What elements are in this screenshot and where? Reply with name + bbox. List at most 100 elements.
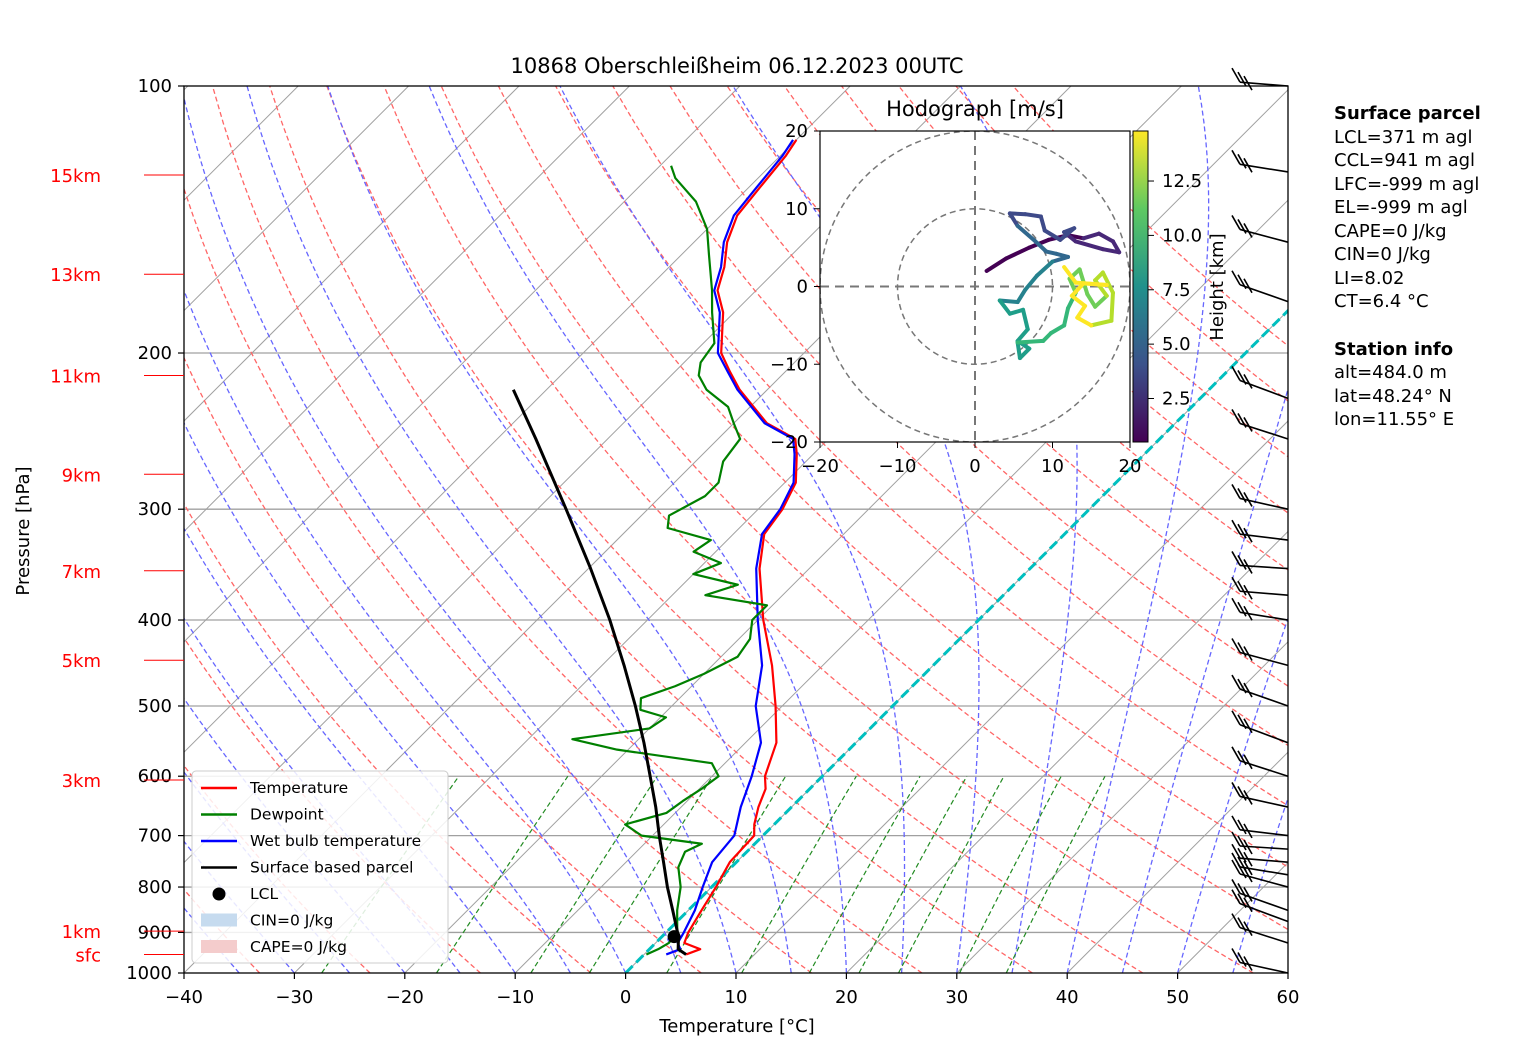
hodograph-segment	[1075, 303, 1088, 320]
barb-flag	[1231, 843, 1241, 859]
x-tick-label: −10	[496, 987, 534, 1008]
surface-line: LI=8.02	[1334, 267, 1405, 289]
hodograph-segment	[1007, 211, 1020, 228]
barb-staff	[1239, 422, 1289, 440]
barb-staff	[1239, 283, 1289, 303]
colorbar-tick-label: 5.0	[1162, 334, 1191, 355]
mixing-ratio-line	[858, 775, 968, 973]
hodograph-segment	[1073, 280, 1109, 287]
y-tick-label: 1000	[126, 963, 172, 984]
profile-lines	[511, 139, 1288, 973]
barb-flag	[1237, 580, 1247, 596]
legend-box	[191, 770, 449, 964]
barb-flag	[1237, 601, 1247, 617]
barb-flag	[1237, 786, 1247, 801]
isotherm-line	[184, 86, 741, 643]
barb-flag	[1243, 956, 1253, 971]
wind-barb	[1231, 852, 1289, 876]
mixing-ratio-line	[741, 775, 857, 973]
barb-flag	[1231, 576, 1241, 592]
barb-flag	[1237, 917, 1247, 933]
station-line: lon=11.55° E	[1334, 409, 1455, 430]
x-tick-label: −40	[165, 987, 203, 1008]
wind-barb	[1231, 948, 1289, 974]
moist-adiabat	[1176, 616, 1288, 973]
barb-flag	[1237, 153, 1247, 169]
isotherm-line	[184, 86, 851, 753]
barb-flag	[1231, 879, 1241, 894]
barb-flag	[1237, 819, 1247, 835]
chart-title: 10868 Oberschleißheim 06.12.2023 00UTC	[511, 54, 964, 78]
barb-flag	[1243, 527, 1253, 543]
barb-flag	[1243, 839, 1253, 855]
barb-flag	[1243, 790, 1253, 805]
mixing-ratio-line	[959, 775, 1062, 973]
barb-staff	[1239, 228, 1289, 243]
wind-barb	[1231, 879, 1289, 912]
barb-flag	[1243, 851, 1253, 867]
hodograph-title: Hodograph [m/s]	[886, 97, 1064, 121]
isotherm-line	[0, 86, 77, 973]
barb-flag	[1237, 71, 1247, 87]
barb-flag	[1237, 750, 1247, 766]
barb-staff	[1239, 724, 1289, 744]
moist-adiabat	[184, 907, 240, 973]
isotherm-line	[625, 309, 1288, 973]
isotherm-line	[735, 420, 1288, 973]
barb-flag	[1243, 646, 1253, 661]
barb-flag	[1231, 366, 1241, 381]
isotherm-line	[1066, 751, 1288, 973]
moist-adiabat	[246, 86, 737, 973]
wind-barb	[1231, 484, 1289, 510]
mixing-ratio-line	[530, 775, 658, 973]
barb-flag	[1243, 823, 1253, 839]
legend-patch-swatch	[201, 913, 237, 927]
surface-line: CCL=941 m agl	[1334, 150, 1476, 171]
legend: Temperature Dewpoint Wet bulb temperature S…	[191, 770, 449, 964]
wind-barb	[1231, 889, 1289, 923]
barb-flag	[1237, 678, 1247, 694]
height-label: 7km	[62, 562, 101, 583]
barb-flag	[1237, 219, 1247, 234]
barb-staff	[1239, 873, 1289, 888]
y-axis-label: Pressure [hPa]	[13, 466, 34, 595]
hodograph-segment	[1015, 338, 1046, 345]
wind-barb	[1231, 519, 1289, 543]
hodograph-segment	[1023, 273, 1039, 292]
barb-staff	[1239, 688, 1289, 707]
barb-staff	[1239, 961, 1289, 974]
dry-adiabat	[898, 86, 1288, 458]
barb-flag	[1231, 484, 1241, 499]
y-tick-label: 700	[138, 826, 172, 847]
hodograph-segment	[1085, 292, 1098, 309]
barb-staff	[1239, 902, 1289, 923]
barb-flag	[1231, 149, 1241, 165]
colorbar-tick-label: 12.5	[1162, 171, 1202, 192]
surface-line: CT=6.4 °C	[1334, 291, 1429, 312]
barb-flag	[1237, 856, 1247, 872]
wind-barb	[1231, 913, 1289, 944]
legend-label: Surface based parcel	[250, 859, 413, 877]
barb-staff	[1239, 926, 1289, 944]
dry-adiabat	[184, 502, 592, 973]
wind-barb	[1231, 366, 1289, 400]
surface-parcel-title: Surface parcel	[1334, 103, 1481, 124]
barb-flag	[1231, 859, 1241, 875]
colorbar-tick-label: 7.5	[1162, 280, 1191, 301]
wind-barb	[1231, 270, 1289, 303]
legend-label: CIN=0 J/kg	[250, 912, 333, 930]
dry-adiabat	[269, 86, 1033, 973]
barb-flag	[1231, 215, 1241, 230]
barb-flag	[1231, 782, 1241, 797]
barb-flag	[1237, 714, 1247, 730]
barb-flag	[1231, 551, 1241, 566]
barb-flag	[1243, 75, 1253, 91]
x-tick-label: 20	[835, 987, 858, 1008]
barb-flag	[1231, 831, 1241, 847]
hodograph-segment	[1021, 307, 1030, 332]
wind-barb	[1231, 710, 1289, 744]
moist-adiabat	[559, 86, 906, 973]
barb-flag	[1243, 887, 1253, 902]
wind-barb	[1231, 638, 1289, 667]
